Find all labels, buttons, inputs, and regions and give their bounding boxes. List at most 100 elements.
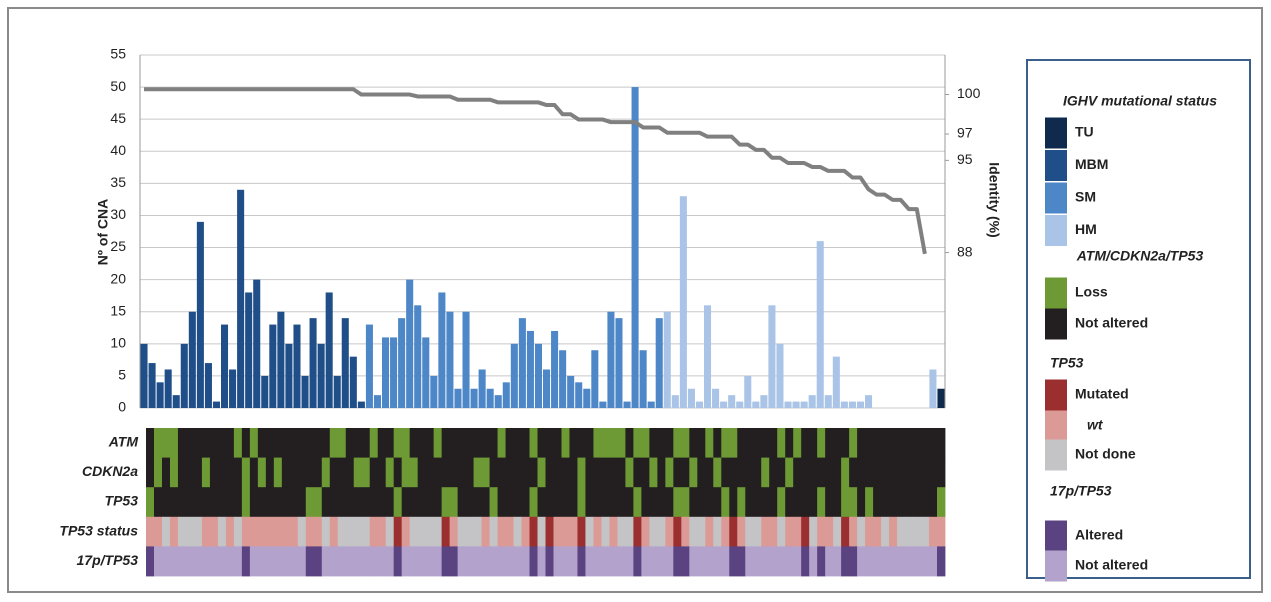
heatmap-cell: [625, 457, 634, 488]
heatmap-cell: [257, 457, 267, 488]
heatmap-cell: [665, 516, 674, 547]
heatmap-cell: [153, 546, 163, 577]
heatmap-cell: [153, 487, 163, 518]
heatmap-cell: [785, 516, 794, 547]
bar: [486, 388, 494, 408]
heatmap-cell: [897, 457, 906, 488]
bar: [575, 382, 583, 408]
heatmap-cell: [561, 516, 570, 547]
heatmap-cell: [169, 487, 179, 518]
heatmap-cell: [297, 516, 307, 547]
heatmap-cell: [641, 428, 650, 458]
heatmap-cell: [889, 457, 898, 488]
heatmap-cell: [633, 428, 642, 458]
heatmap-cell: [737, 428, 746, 458]
heatmap-cell: [633, 516, 642, 547]
heatmap-cell: [769, 428, 778, 458]
heatmap-cell: [729, 516, 738, 547]
heatmap-cell: [865, 428, 874, 458]
heatmap-cell: [793, 428, 802, 458]
heatmap-cell: [177, 428, 187, 458]
bar: [325, 292, 333, 408]
legend-swatch: [1045, 277, 1067, 309]
heatmap-cell: [257, 487, 267, 518]
heatmap-cell: [497, 546, 506, 577]
bar: [317, 343, 325, 408]
bar: [446, 311, 454, 408]
heatmap-cell: [177, 457, 187, 488]
heatmap-cell: [769, 487, 778, 518]
heatmap-cell: [737, 516, 746, 547]
legend-label: Not done: [1075, 446, 1136, 462]
heatmap-cell: [489, 487, 498, 518]
heatmap-cell: [921, 428, 930, 458]
heatmap-cell: [865, 457, 874, 488]
bar: [583, 388, 591, 408]
heatmap-cell: [777, 546, 786, 577]
heatmap-cell: [281, 487, 291, 518]
heatmap-cell: [441, 428, 451, 458]
heatmap-cell: [649, 487, 658, 518]
heatmap-cell: [161, 487, 171, 518]
heatmap-cell: [425, 428, 435, 458]
heatmap-cell: [809, 516, 818, 547]
heatmap-cell: [481, 516, 490, 547]
heatmap-cell: [569, 428, 578, 458]
heatmap-cell: [249, 428, 259, 458]
heatmap-cell: [289, 487, 299, 518]
heatmap-cell: [873, 457, 882, 488]
bar: [728, 395, 736, 408]
bar: [784, 401, 792, 408]
heatmap-cell: [585, 487, 594, 518]
heatmap-cell: [921, 546, 930, 577]
heatmap-cell: [313, 428, 323, 458]
heatmap-cell: [913, 546, 922, 577]
heatmap-cell: [209, 487, 219, 518]
heatmap-cell: [721, 516, 730, 547]
heatmap-cell: [529, 487, 538, 518]
heatmap-cell: [913, 428, 922, 458]
heatmap-cell: [329, 428, 339, 458]
heatmap-cell: [833, 516, 842, 547]
heatmap-cell: [865, 516, 874, 547]
heatmap-cell: [225, 457, 235, 488]
heatmap-cell: [425, 457, 435, 488]
bar: [398, 318, 406, 408]
heatmap-cell: [897, 546, 906, 577]
heatmap-cell: [305, 546, 315, 577]
heatmap-cell: [361, 457, 371, 488]
legend-label: Altered: [1075, 527, 1123, 543]
heatmap-cell: [921, 516, 930, 547]
legend-label: MBM: [1075, 156, 1108, 172]
y-tick-label: 0: [118, 399, 126, 415]
heatmap-cell: [481, 457, 490, 488]
heatmap-cell: [217, 487, 227, 518]
bar: [494, 395, 502, 408]
heatmap-cell: [841, 428, 850, 458]
heatmap-cell: [745, 457, 754, 488]
bar: [406, 279, 414, 408]
bar: [382, 337, 390, 408]
heatmap-cell: [625, 516, 634, 547]
heatmap-cell: [673, 428, 682, 458]
bar: [261, 375, 269, 408]
heatmap-cell: [385, 546, 395, 577]
heatmap-cell: [361, 487, 371, 518]
heatmap-cell: [361, 428, 371, 458]
legend-swatch: [1045, 215, 1067, 246]
heatmap-cell: [905, 546, 914, 577]
heatmap-cell: [313, 546, 323, 577]
heatmap-cell: [209, 428, 219, 458]
heatmap-cell: [713, 457, 722, 488]
heatmap-cell: [497, 487, 506, 518]
bar: [712, 388, 720, 408]
heatmap-cell: [673, 457, 682, 488]
heatmap-cell: [257, 546, 267, 577]
bar: [172, 395, 180, 408]
heatmap-cell: [841, 457, 850, 488]
bar: [245, 292, 253, 408]
heatmap-cell: [689, 457, 698, 488]
heatmap-cell: [321, 457, 331, 488]
heatmap-cell: [241, 516, 251, 547]
heatmap-cell: [249, 546, 259, 577]
